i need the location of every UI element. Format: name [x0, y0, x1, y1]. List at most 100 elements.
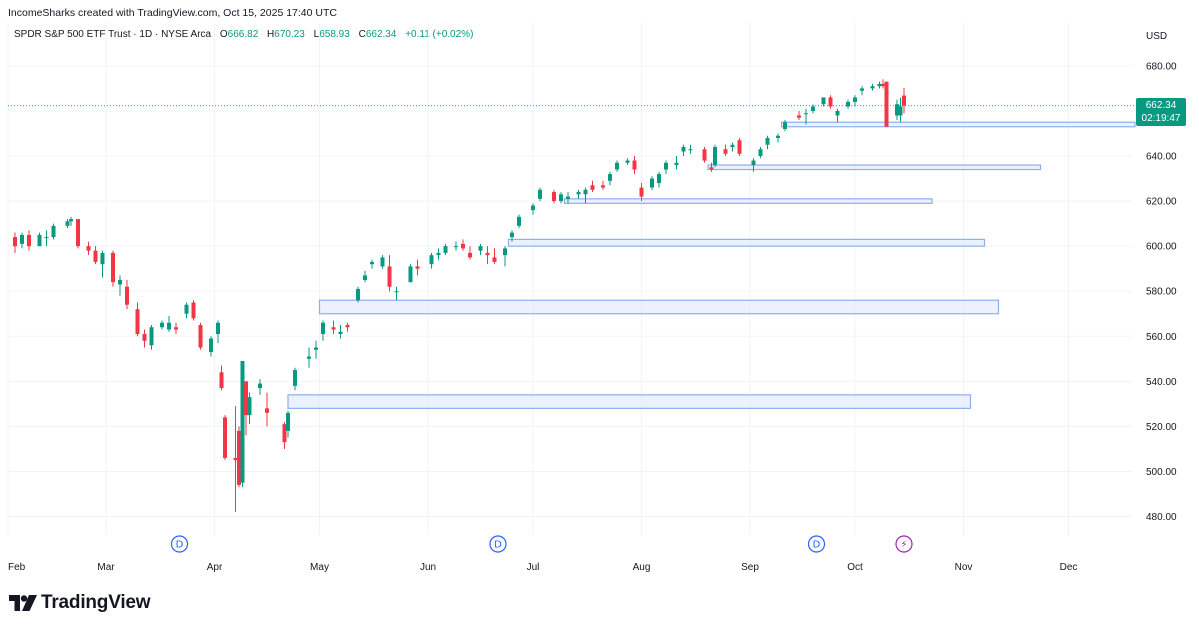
candle — [783, 119, 787, 132]
support-zone — [287, 394, 972, 409]
candle — [709, 162, 714, 172]
candle — [877, 81, 882, 89]
close-label: C — [358, 29, 366, 40]
candle-body — [345, 324, 350, 328]
candle-body — [13, 237, 17, 247]
candle-body — [415, 266, 420, 269]
support-zone — [780, 121, 1136, 128]
candle-body — [835, 110, 840, 116]
candle-body — [737, 140, 742, 154]
candle — [713, 144, 717, 168]
candle — [884, 81, 889, 127]
candle-body — [118, 279, 122, 285]
candle — [387, 255, 392, 292]
candle-body — [111, 252, 115, 283]
candle — [76, 219, 80, 249]
dividend-event-icon[interactable]: D — [489, 535, 507, 553]
candle — [559, 192, 563, 204]
candle-body — [860, 88, 864, 91]
last-price: 662.34 — [1145, 100, 1177, 111]
candle — [674, 156, 679, 170]
candle — [380, 255, 385, 269]
dividend-event-icon[interactable]: D — [170, 535, 189, 553]
symbol-name[interactable]: SPDR S&P 500 ETF Trust · 1D · NYSE Arca — [14, 29, 212, 40]
currency-label[interactable]: USD — [1146, 31, 1168, 42]
candle — [240, 361, 245, 488]
candle-body — [394, 291, 399, 293]
candle-body — [783, 122, 787, 129]
candle — [601, 180, 605, 190]
symbol-legend: SPDR S&P 500 ETF Trust · 1D · NYSE Arca … — [14, 29, 473, 40]
low-value: 658.93 — [319, 29, 350, 40]
close-value: 662.34 — [365, 29, 397, 40]
candle — [160, 320, 164, 330]
candle — [265, 392, 269, 427]
candle — [286, 410, 290, 438]
candle-body — [510, 232, 514, 238]
y-tick-label: 500.00 — [1146, 467, 1177, 478]
candle-body — [566, 196, 570, 199]
candle-body — [142, 334, 147, 341]
candle-body — [100, 252, 105, 265]
candle-body — [531, 205, 535, 211]
candle — [730, 142, 735, 152]
y-tick-label: 480.00 — [1146, 512, 1177, 523]
candle-body — [293, 370, 297, 386]
candle — [492, 248, 497, 265]
candle-body — [615, 162, 619, 170]
earnings-event-icon[interactable]: ⚡ — [895, 535, 913, 553]
candle — [44, 230, 49, 247]
dividend-event-icon[interactable]: D — [807, 535, 826, 553]
candle — [408, 264, 413, 283]
candle — [314, 340, 318, 359]
candle — [625, 158, 630, 166]
candle-body — [307, 356, 311, 359]
candle-body — [198, 324, 203, 348]
candle-body — [258, 383, 262, 389]
candle-body — [37, 234, 42, 247]
candle-body — [247, 397, 252, 416]
candle — [531, 203, 535, 215]
candle-body — [76, 219, 80, 247]
candle — [461, 239, 465, 251]
candle-body — [723, 149, 728, 154]
candle — [216, 320, 220, 344]
candle — [86, 241, 91, 256]
candle-body — [730, 144, 735, 148]
y-tick-label: 640.00 — [1146, 152, 1177, 163]
candle-body — [408, 266, 413, 283]
y-tick-label: 600.00 — [1146, 242, 1177, 253]
candle-body — [639, 187, 644, 197]
candle-body — [559, 194, 563, 202]
candle — [650, 176, 654, 190]
candle-body — [709, 167, 714, 170]
candle — [198, 322, 203, 350]
event-marker-circle — [170, 535, 189, 553]
candle-body — [583, 189, 588, 195]
candle-body — [517, 216, 521, 226]
candle — [370, 259, 374, 269]
candle — [167, 315, 171, 332]
candle-body — [436, 252, 441, 256]
candle — [468, 246, 472, 260]
candle-body — [125, 286, 129, 305]
candle — [247, 392, 252, 425]
tradingview-logo[interactable]: TradingView — [9, 592, 151, 614]
candle — [244, 381, 248, 436]
candle — [293, 367, 297, 391]
candle-body — [51, 225, 56, 238]
candle-body — [216, 322, 220, 335]
candle-body — [461, 243, 465, 249]
candle-body — [93, 250, 98, 262]
candle — [27, 230, 31, 251]
y-tick-label: 580.00 — [1146, 287, 1177, 298]
candle — [681, 144, 686, 157]
candle — [881, 79, 885, 89]
candle — [118, 275, 122, 296]
y-tick-label: 560.00 — [1146, 332, 1177, 343]
tradingview-logo-icon — [9, 595, 37, 611]
candle-body — [811, 106, 815, 111]
candle-body — [135, 309, 140, 335]
high-value: 670.23 — [274, 29, 305, 40]
